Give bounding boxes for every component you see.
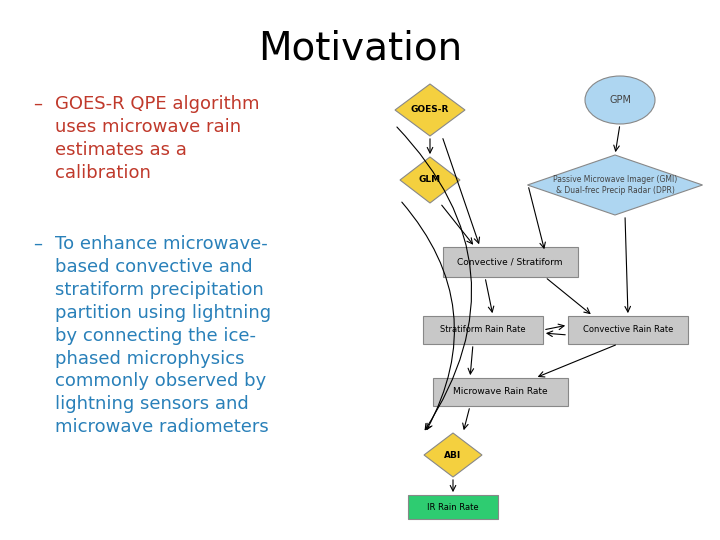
Text: –: – bbox=[34, 235, 42, 253]
Polygon shape bbox=[400, 157, 460, 203]
FancyBboxPatch shape bbox=[423, 316, 543, 344]
Text: To enhance microwave-
based convective and
stratiform precipitation
partition us: To enhance microwave- based convective a… bbox=[55, 235, 271, 436]
Text: GOES-R: GOES-R bbox=[411, 105, 449, 114]
Text: ABI: ABI bbox=[444, 450, 462, 460]
Ellipse shape bbox=[585, 76, 655, 124]
Text: Passive Microwave Imager (GMI)
& Dual-frec Precip Radar (DPR): Passive Microwave Imager (GMI) & Dual-fr… bbox=[553, 176, 677, 195]
Text: Stratiform Rain Rate: Stratiform Rain Rate bbox=[440, 326, 526, 334]
Polygon shape bbox=[395, 84, 465, 136]
Text: IR Rain Rate: IR Rain Rate bbox=[427, 503, 479, 511]
FancyBboxPatch shape bbox=[443, 247, 577, 277]
FancyBboxPatch shape bbox=[568, 316, 688, 344]
Polygon shape bbox=[528, 155, 703, 215]
Text: Motivation: Motivation bbox=[258, 30, 462, 68]
FancyBboxPatch shape bbox=[433, 378, 567, 406]
Text: Convective Rain Rate: Convective Rain Rate bbox=[582, 326, 673, 334]
Polygon shape bbox=[424, 433, 482, 477]
Text: GOES-R QPE algorithm
uses microwave rain
estimates as a
calibration: GOES-R QPE algorithm uses microwave rain… bbox=[55, 95, 259, 181]
Text: GPM: GPM bbox=[609, 95, 631, 105]
Text: Convective / Stratiform: Convective / Stratiform bbox=[457, 258, 563, 267]
Text: Microwave Rain Rate: Microwave Rain Rate bbox=[453, 388, 547, 396]
FancyBboxPatch shape bbox=[408, 495, 498, 519]
Text: GLM: GLM bbox=[419, 176, 441, 185]
Text: –: – bbox=[34, 95, 42, 113]
